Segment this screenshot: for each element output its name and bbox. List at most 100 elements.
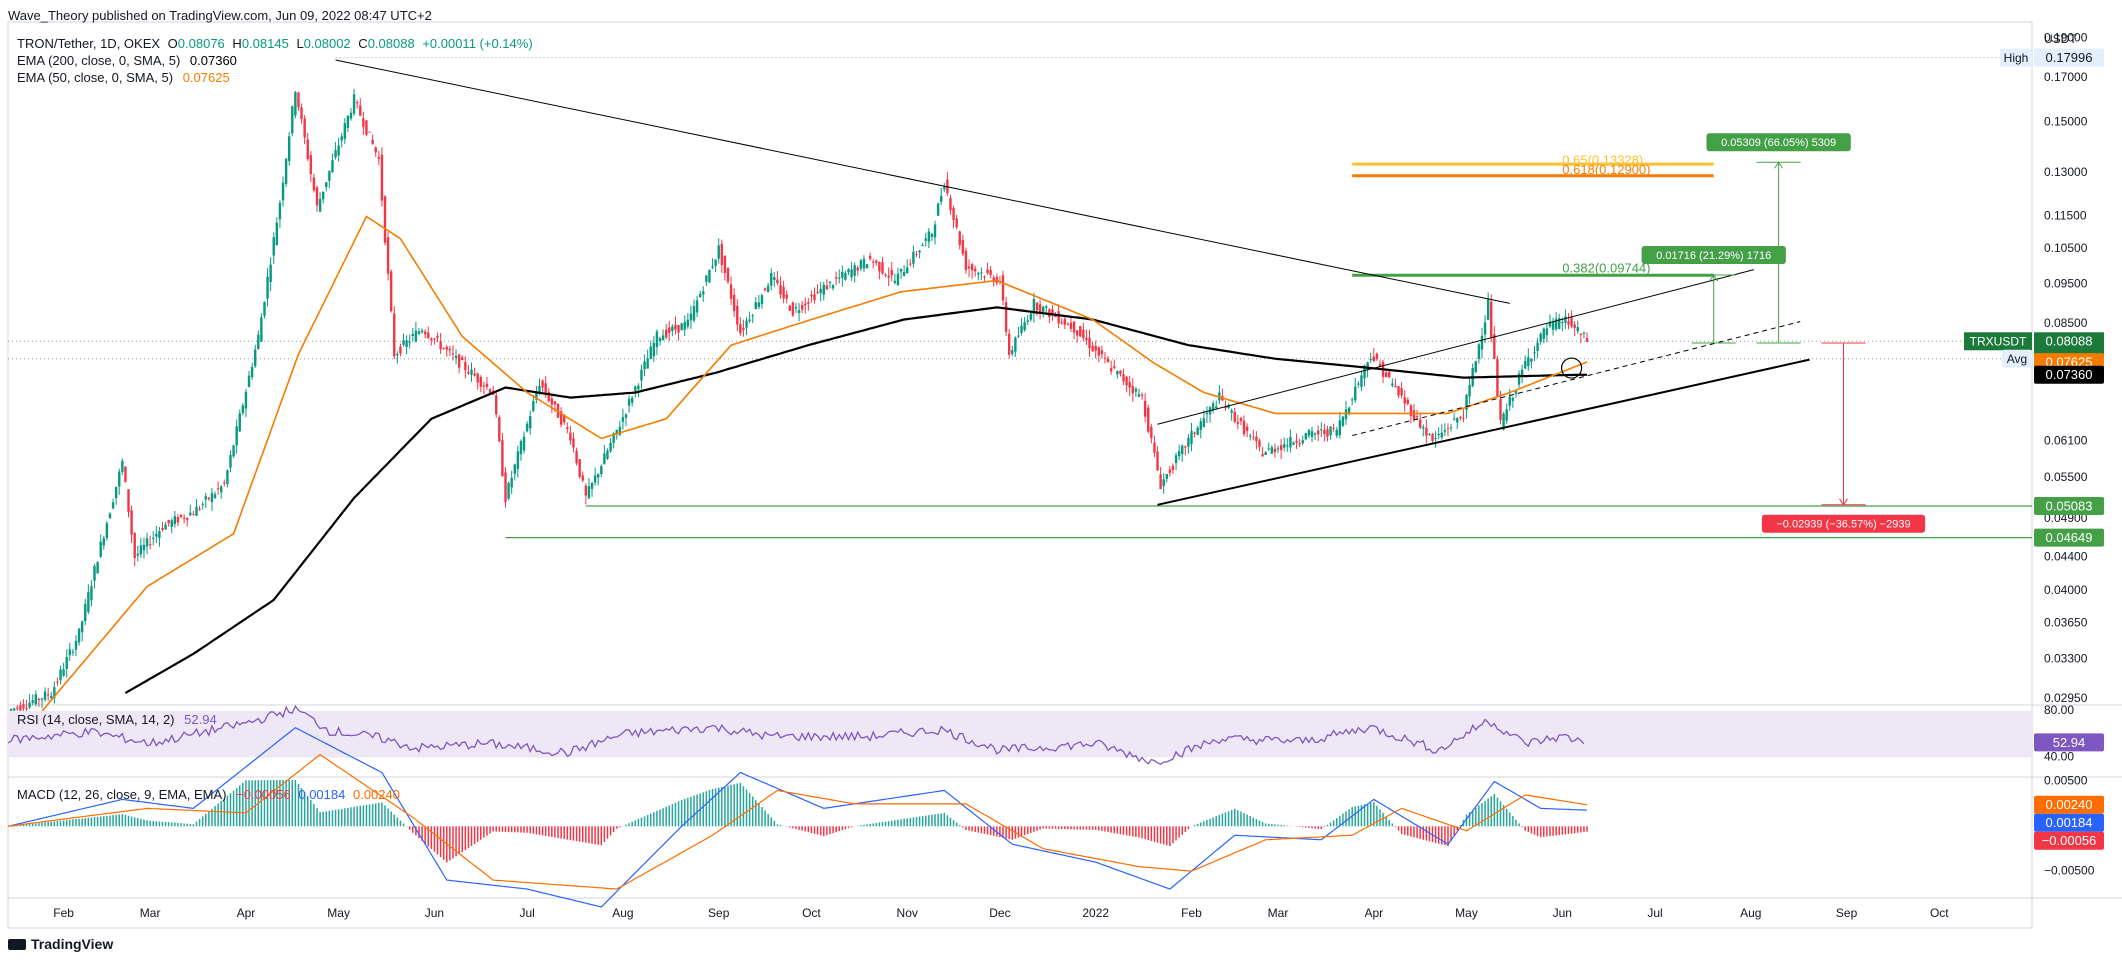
candle-body	[213, 494, 217, 498]
candle-body	[884, 274, 887, 276]
candle-body	[1252, 437, 1255, 439]
candle-body	[1384, 372, 1388, 378]
candle-body	[606, 450, 609, 459]
candle-body	[124, 466, 127, 482]
candle-body	[1103, 357, 1107, 359]
candle-body	[161, 528, 164, 531]
candle-body	[1283, 444, 1286, 448]
candle-body	[643, 361, 646, 370]
candle-body	[1403, 397, 1406, 404]
high-value: 0.08145	[241, 36, 289, 51]
time-tick-label: Jun	[1553, 906, 1572, 920]
candle-body	[702, 291, 705, 295]
candle-body	[1128, 382, 1131, 388]
candle-body	[1057, 311, 1060, 324]
candle-body	[1233, 411, 1236, 422]
measure-up-large-label-bg	[1706, 133, 1851, 152]
support-tag-bg	[2034, 528, 2104, 547]
macd-tick-label: −0.00500	[2044, 863, 2095, 877]
tradingview-logo[interactable]: TradingView	[8, 936, 113, 952]
rsi-value-tag-bg	[2034, 733, 2104, 752]
candle-body	[297, 92, 300, 108]
candle-body	[1350, 399, 1354, 401]
rsi-legend[interactable]: RSI (14, close, SMA, 14, 2) 52.94	[17, 712, 217, 727]
candle-body	[176, 517, 180, 523]
candle-body	[1072, 321, 1076, 333]
candle-body	[541, 380, 544, 388]
time-tick-label: Nov	[897, 906, 918, 920]
candle-body	[321, 191, 325, 200]
candle-body	[559, 411, 563, 425]
candle-body	[961, 240, 965, 254]
candle-body	[454, 355, 458, 358]
candle-body	[1162, 479, 1165, 486]
ema200-legend[interactable]: EMA (200, close, 0, SMA, 5) 0.07360	[17, 53, 237, 68]
candle-body	[742, 327, 745, 330]
candle-body	[501, 440, 504, 477]
candle-body	[1338, 420, 1342, 436]
publisher-caption: Wave_Theory published on TradingView.com…	[8, 8, 432, 23]
candle-body	[1066, 324, 1070, 326]
candle-body	[581, 475, 584, 481]
candle-body	[584, 485, 588, 496]
candle-body	[1116, 370, 1119, 375]
candle-body	[1227, 404, 1230, 409]
symbol-title[interactable]: TRON/Tether, 1D, OKEX	[17, 36, 161, 51]
candle-body	[1137, 394, 1141, 397]
candle-body	[868, 255, 872, 259]
candle-body	[1038, 304, 1042, 313]
candle-body	[992, 277, 995, 282]
candle-body	[720, 243, 724, 265]
candle-body	[1394, 385, 1397, 388]
macd-value-tag-bg	[2034, 813, 2104, 832]
candle-body	[723, 255, 727, 273]
time-tick-label: Apr	[237, 906, 256, 920]
candle-body	[1242, 420, 1246, 435]
candle-body	[430, 338, 433, 341]
candle-body	[386, 237, 390, 274]
candle-body	[1245, 426, 1249, 431]
candle-body	[1159, 474, 1162, 490]
candle-body	[986, 269, 989, 274]
candle-body	[1091, 345, 1094, 352]
candle-body	[1023, 322, 1026, 331]
candle-body	[1326, 429, 1329, 437]
candle-body	[1131, 386, 1134, 394]
ema50-legend[interactable]: EMA (50, close, 0, SMA, 5) 0.07625	[17, 70, 230, 85]
open-label: O	[167, 36, 178, 51]
candle-body	[1011, 350, 1014, 354]
close-value: 0.08088	[367, 36, 415, 51]
candle-body	[1511, 397, 1515, 401]
candle-body	[238, 413, 241, 432]
candle-body	[114, 486, 118, 499]
time-tick-label: Jul	[1647, 906, 1662, 920]
signal-line	[7, 753, 1588, 890]
candle-body	[457, 354, 461, 368]
measure-up-large-label: 0.05309 (66.05%) 5309	[1721, 137, 1836, 149]
macd-legend[interactable]: MACD (12, 26, close, 9, EMA, EMA) −0.000…	[17, 787, 400, 802]
candle-body	[1320, 429, 1323, 431]
candle-body	[522, 436, 526, 451]
last-price-tag: 0.08088	[2046, 334, 2093, 349]
candle-body	[1029, 313, 1033, 320]
candle-body	[368, 131, 371, 133]
candle-body	[964, 250, 968, 270]
candle-body	[1483, 322, 1487, 335]
candle-body	[170, 520, 173, 527]
price-tick-label: 0.17000	[2044, 70, 2088, 84]
candle-body	[1329, 426, 1332, 436]
candle-body	[216, 488, 220, 490]
published-text: Wave_Theory published on TradingView.com…	[8, 8, 432, 23]
candle-body	[1508, 396, 1511, 406]
candle-body	[1391, 383, 1394, 386]
candle-body	[250, 367, 254, 378]
candle-body	[1122, 374, 1125, 382]
candle-body	[1174, 455, 1178, 464]
candle-body	[717, 245, 720, 259]
change-value: +0.00011 (+0.14%)	[422, 36, 533, 51]
candle-body	[306, 139, 309, 160]
candle-body	[1026, 320, 1029, 322]
candle-body	[488, 389, 492, 394]
candle-body	[754, 302, 757, 309]
